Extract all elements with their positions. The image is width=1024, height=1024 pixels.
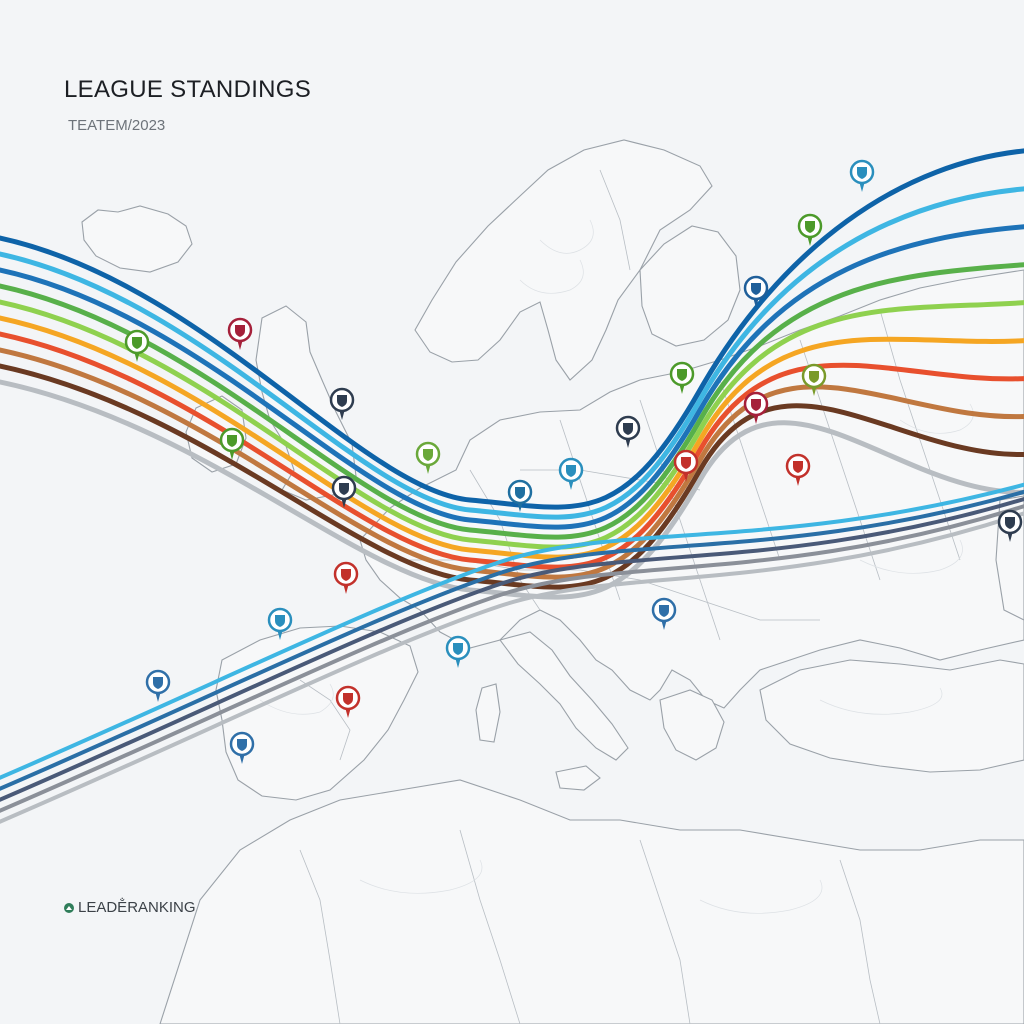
crossing-band [0,489,1024,791]
finland-landmass [639,225,741,347]
standing-band [0,186,1024,520]
crossing-band [0,482,1024,780]
crest-icon [343,693,353,705]
crest-icon [341,569,351,581]
club-badge-barcelona-pin[interactable] [227,317,253,350]
crest-icon [677,369,687,381]
anatolia-landmass [759,659,1024,773]
crossing-band [0,511,1024,824]
sardinia-landmass [475,683,501,743]
crest-icon [153,677,163,689]
standing-band [0,363,1024,590]
club-badge-blue-pin[interactable] [743,275,769,308]
crest-icon [751,399,761,411]
club-badge-red-pin[interactable] [743,391,769,424]
club-badge-blue-pin[interactable] [229,731,255,764]
italy-landmass [499,631,629,761]
standing-band [0,224,1024,530]
standing-band [0,347,1024,580]
club-badge-green-pin[interactable] [801,363,827,396]
crest-icon [235,325,245,337]
club-badge-teal-pin[interactable] [849,159,875,192]
club-badge-green-pin[interactable] [415,441,441,474]
club-badge-red-pin[interactable] [333,561,359,594]
crest-icon [751,283,761,295]
crest-icon [453,643,463,655]
crest-icon [681,457,691,469]
crossing-bands [0,482,1024,824]
club-badge-teal-pin[interactable] [267,607,293,640]
club-badge-blue-pin[interactable] [651,597,677,630]
standing-band [0,148,1024,510]
club-badge-green-pin[interactable] [124,329,150,362]
crest-icon [237,739,247,751]
sicily-landmass [555,765,601,791]
club-badge-green-pin[interactable] [797,213,823,246]
crest-icon [515,487,525,499]
club-badge-navy-pin[interactable] [329,387,355,420]
crest-icon [566,465,576,477]
page-title: LEAGUE STANDINGS [64,76,312,103]
iceland-landmass [81,205,193,273]
crest-icon [809,371,819,383]
footer-brand: LEADE̐RANKING [64,899,196,916]
standing-band [0,262,1024,540]
crest-icon [857,167,867,179]
club-badge-red-pin[interactable] [335,685,361,718]
crest-icon [227,435,237,447]
club-badge-green-pin[interactable] [219,427,245,460]
club-badge-navy-pin[interactable] [331,475,357,508]
standing-band [0,379,1024,600]
crossing-band [0,496,1024,802]
footer-label: LEADE̐RANKING [78,899,196,916]
crest-icon [623,423,633,435]
crest-icon [1005,517,1015,529]
crest-icon [805,221,815,233]
greece-landmass [659,689,725,761]
crest-icon [793,461,803,473]
crest-icon [659,605,669,617]
club-badge-navy-pin[interactable] [997,509,1023,542]
club-badge-blue-pin[interactable] [507,479,533,512]
crossing-band [0,504,1024,813]
club-badge-red-pin[interactable] [785,453,811,486]
club-badge-teal-pin[interactable] [558,457,584,490]
club-badge-blue-pin[interactable] [145,669,171,702]
crest-icon [339,483,349,495]
ranking-logo-icon [64,902,74,913]
club-badge-green-pin[interactable] [669,361,695,394]
club-badge-red-pin[interactable] [673,449,699,482]
club-pins [124,159,1023,764]
crest-icon [423,449,433,461]
club-badge-navy-pin[interactable] [615,415,641,448]
crest-icon [337,395,347,407]
crest-icon [275,615,285,627]
club-badge-teal-pin[interactable] [445,635,471,668]
page-subtitle: TEATEM/2023 [68,117,166,134]
crest-icon [132,337,142,349]
north-africa-landmass [159,779,1024,1024]
